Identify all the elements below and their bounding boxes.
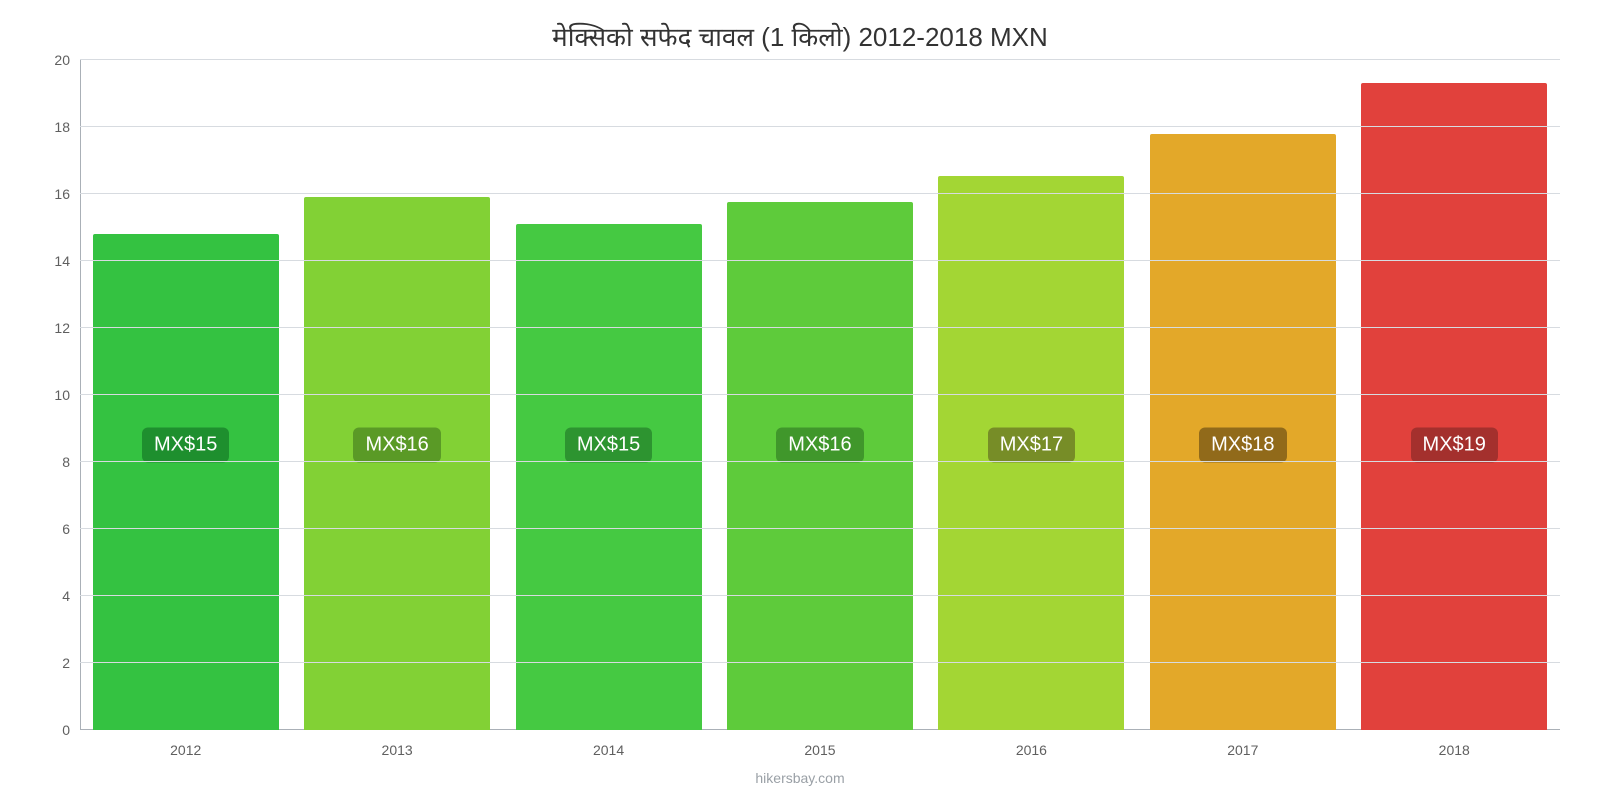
chart-footer: hikersbay.com: [0, 770, 1600, 786]
x-tick-label: 2018: [1439, 742, 1470, 758]
x-tick-label: 2013: [382, 742, 413, 758]
bar-slot: MX$162015: [714, 60, 925, 730]
bar-value-label: MX$16: [776, 428, 863, 463]
bar-value-label: MX$15: [142, 428, 229, 463]
bars-group: MX$152012MX$162013MX$152014MX$162015MX$1…: [80, 60, 1560, 730]
bar: [304, 197, 490, 730]
x-tick-label: 2014: [593, 742, 624, 758]
gridline: [80, 528, 1560, 529]
gridline: [80, 595, 1560, 596]
bar-label-wrap: MX$16: [291, 410, 502, 445]
y-tick-label: 18: [40, 119, 80, 135]
gridline: [80, 126, 1560, 127]
gridline: [80, 461, 1560, 462]
y-tick-label: 8: [40, 454, 80, 470]
bar-slot: MX$182017: [1137, 60, 1348, 730]
plot-area: MX$152012MX$162013MX$152014MX$162015MX$1…: [80, 60, 1560, 730]
y-tick-label: 20: [40, 52, 80, 68]
bar: [1361, 83, 1547, 730]
bar-label-wrap: MX$17: [926, 410, 1137, 445]
chart-container: मेक्सिको सफेद चावल (1 किलो) 2012-2018 MX…: [0, 0, 1600, 800]
y-tick-label: 16: [40, 186, 80, 202]
bar-label-wrap: MX$16: [714, 410, 925, 445]
bar: [516, 224, 702, 730]
gridline: [80, 394, 1560, 395]
chart-title: मेक्सिको सफेद चावल (1 किलो) 2012-2018 MX…: [0, 0, 1600, 54]
bar-label-wrap: MX$18: [1137, 410, 1348, 445]
y-tick-label: 14: [40, 253, 80, 269]
x-tick-label: 2015: [804, 742, 835, 758]
bar-value-label: MX$16: [353, 428, 440, 463]
gridline: [80, 662, 1560, 663]
bar-label-wrap: MX$15: [80, 410, 291, 445]
y-tick-label: 0: [40, 722, 80, 738]
bar-slot: MX$172016: [926, 60, 1137, 730]
bar-value-label: MX$17: [988, 428, 1075, 463]
bar-label-wrap: MX$19: [1349, 410, 1560, 445]
bar-slot: MX$152014: [503, 60, 714, 730]
bar: [727, 202, 913, 730]
y-tick-label: 10: [40, 387, 80, 403]
x-tick-label: 2012: [170, 742, 201, 758]
x-tick-label: 2017: [1227, 742, 1258, 758]
gridline: [80, 193, 1560, 194]
bar-value-label: MX$18: [1199, 428, 1286, 463]
bar: [93, 234, 279, 730]
gridline: [80, 327, 1560, 328]
gridline: [80, 59, 1560, 60]
bar-value-label: MX$15: [565, 428, 652, 463]
bar-slot: MX$152012: [80, 60, 291, 730]
gridline: [80, 260, 1560, 261]
bar-value-label: MX$19: [1411, 428, 1498, 463]
bar-slot: MX$192018: [1349, 60, 1560, 730]
y-tick-label: 4: [40, 588, 80, 604]
bar-label-wrap: MX$15: [503, 410, 714, 445]
y-tick-label: 2: [40, 655, 80, 671]
bar-slot: MX$162013: [291, 60, 502, 730]
y-tick-label: 6: [40, 521, 80, 537]
y-tick-label: 12: [40, 320, 80, 336]
x-tick-label: 2016: [1016, 742, 1047, 758]
